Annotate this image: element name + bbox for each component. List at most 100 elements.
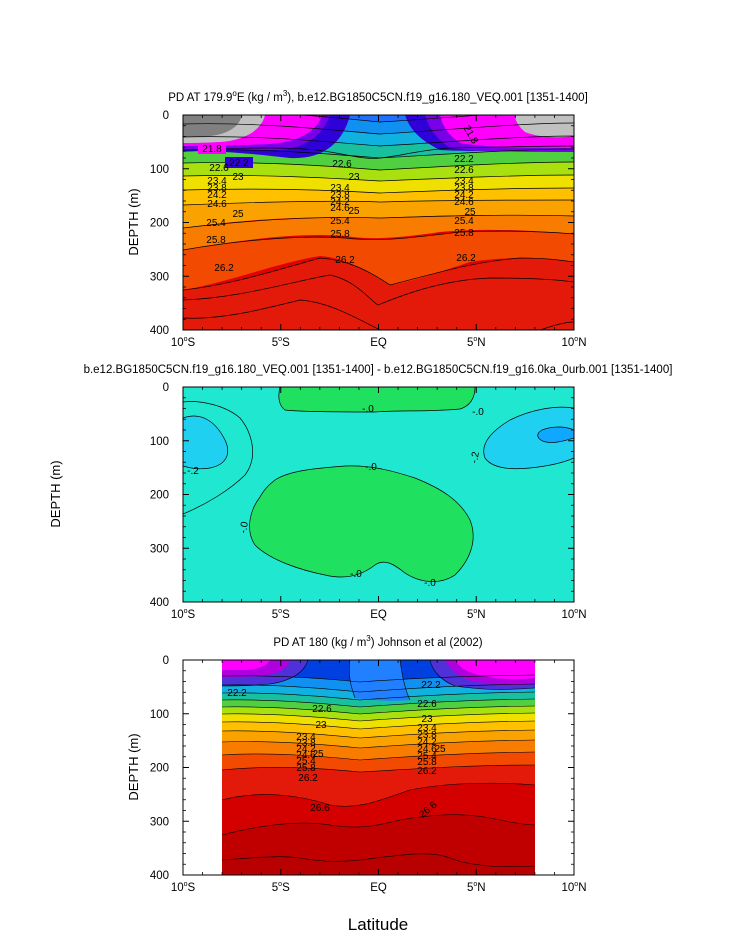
contour-label: 25 (348, 206, 360, 217)
contour-label: 23.4 (454, 176, 474, 187)
x-tick-label: 10oN (561, 336, 586, 349)
contour-label: 22.6 (312, 704, 332, 715)
panel-3-field: 22.2 22.6 23 23.4 23.8 24.2 24.6 25 25.4… (183, 660, 574, 875)
contour-label: 23.4 (296, 732, 316, 743)
panel-1: PD AT 179.9oE (kg / m3), b.e12.BG1850C5C… (126, 89, 588, 349)
y-tick-label: 100 (150, 436, 169, 448)
contour-label: 22.2 (227, 688, 247, 699)
contour-label: 25.4 (330, 216, 350, 227)
contour-label: 24.2 (330, 197, 350, 208)
y-tick-label: 0 (163, 655, 169, 667)
x-tick-label: 5oN (467, 881, 486, 894)
contour-label: 26.2 (214, 263, 234, 274)
panel-1-title: PD AT 179.9oE (kg / m3), b.e12.BG1850C5C… (168, 89, 588, 104)
x-tick-label: 5oN (467, 336, 486, 349)
y-tick-label: 300 (150, 816, 169, 828)
contour-label: -.2 (187, 466, 199, 477)
contour-label: 23 (421, 714, 433, 725)
contour-label: 22.6 (454, 165, 474, 176)
contour-label: 23.8 (454, 183, 474, 194)
x-tick-label: EQ (370, 882, 387, 894)
contour-label: 24.6 (417, 744, 437, 755)
contour-label: 23.8 (417, 730, 437, 741)
contour-label: 26.2 (298, 773, 318, 784)
contour-label: 22.6 (209, 163, 229, 174)
contour-label: 22.6 (417, 699, 437, 710)
contour-label: 25.8 (454, 228, 474, 239)
contour-label: 25.8 (417, 757, 437, 768)
x-tick-label: 5oS (272, 881, 290, 894)
contour-label: 22.2 (421, 680, 441, 691)
panel-1-field: 21.8 22.2 22.6 23 23.4 23.8 24.2 24.6 25… (183, 115, 574, 330)
contour-label: 21.8 (202, 144, 222, 155)
contour-label: 23.8 (207, 183, 227, 194)
y-tick-label: 400 (150, 325, 169, 337)
contour-label: 24.6 (296, 750, 316, 761)
contour-label: -.0 (365, 462, 377, 473)
panel-2-field: -.2 -.0 -.0 -.0 -.0 -.0 -.0 -.2 (183, 387, 574, 602)
contour-label: -.0 (350, 569, 362, 580)
contour-label: 24.6 (207, 199, 227, 210)
x-tick-label: 5oS (272, 336, 290, 349)
contour-label: -.0 (424, 578, 436, 589)
contour-label: 23.4 (330, 183, 350, 194)
panel-2-axes: 10oS 5oS EQ 5oN 10oN 0 100 200 300 400 (150, 382, 587, 621)
contour-label: 25.4 (206, 218, 226, 229)
contour-label: 25 (232, 209, 244, 220)
x-axis-label: Latitude (348, 915, 409, 934)
y-tick-label: 100 (150, 164, 169, 176)
contour-label: -.0 (472, 407, 484, 418)
panel-3-ylabel: DEPTH (m) (126, 733, 141, 800)
contour-label: 25.8 (330, 229, 350, 240)
y-tick-label: 400 (150, 870, 169, 882)
panel-1-contour-labels: 21.8 22.2 22.6 23 23.4 23.8 24.2 24.6 25… (198, 124, 480, 274)
contour-label: 25.8 (206, 235, 226, 246)
x-tick-label: 5oS (272, 608, 290, 621)
panel-3-axes: 10oS 5oS EQ 5oN 10oN 0 100 200 300 400 (150, 655, 587, 894)
y-tick-label: 200 (150, 490, 169, 502)
contour-label: 25.8 (296, 763, 316, 774)
contour-label: 23 (315, 720, 327, 731)
contour-label: 25 (434, 744, 446, 755)
contour-label: -.0 (238, 520, 251, 534)
panel-3-title: PD AT 180 (kg / m3) Johnson et al (2002) (273, 634, 482, 649)
contour-label: 23.4 (417, 723, 437, 734)
panel-2: b.e12.BG1850C5CN.f19_g16.180_VEQ.001 [13… (48, 364, 672, 621)
y-tick-label: 200 (150, 218, 169, 230)
contour-label: 25.4 (454, 216, 474, 227)
y-tick-label: 0 (163, 382, 169, 394)
y-tick-label: 100 (150, 709, 169, 721)
contour-label: 25.4 (296, 756, 316, 767)
contour-label: 23.8 (296, 738, 316, 749)
panel-1-ylabel: DEPTH (m) (126, 188, 141, 255)
contour-label: 24.2 (207, 190, 227, 201)
x-tick-label: 5oN (467, 608, 486, 621)
x-tick-label: EQ (370, 609, 387, 621)
contour-label: 26.2 (335, 255, 355, 266)
contour-label: 22.2 (454, 154, 474, 165)
panel-2-title: b.e12.BG1850C5CN.f19_g16.180_VEQ.001 [13… (84, 364, 673, 376)
y-tick-label: 300 (150, 543, 169, 555)
contour-label: 23 (232, 172, 244, 183)
contour-label: 26.6 (310, 803, 330, 814)
panel-1-axes: 10oS 5oS EQ 5oN 10oN 0 100 200 300 400 (150, 110, 587, 349)
contour-label: 25 (464, 207, 476, 218)
x-tick-label: EQ (370, 337, 387, 349)
contour-label: 24.6 (330, 203, 350, 214)
contour-label: 23 (348, 172, 360, 183)
contour-label: 24.2 (417, 737, 437, 748)
x-tick-label: 10oN (561, 881, 586, 894)
contour-label: 25 (312, 749, 324, 760)
contour-label: 22.6 (332, 159, 352, 170)
contour-label: 24.6 (454, 197, 474, 208)
contour-label: 23.8 (330, 190, 350, 201)
y-tick-label: 300 (150, 271, 169, 283)
panel-3: PD AT 180 (kg / m3) Johnson et al (2002) (126, 634, 587, 894)
contour-label: 25.4 (417, 751, 437, 762)
contour-label: 26.2 (456, 253, 476, 264)
x-tick-label: 10oS (171, 881, 196, 894)
contour-label: -.2 (469, 450, 482, 464)
panel-2-ylabel: DEPTH (m) (48, 460, 63, 527)
x-tick-label: 10oS (171, 608, 196, 621)
